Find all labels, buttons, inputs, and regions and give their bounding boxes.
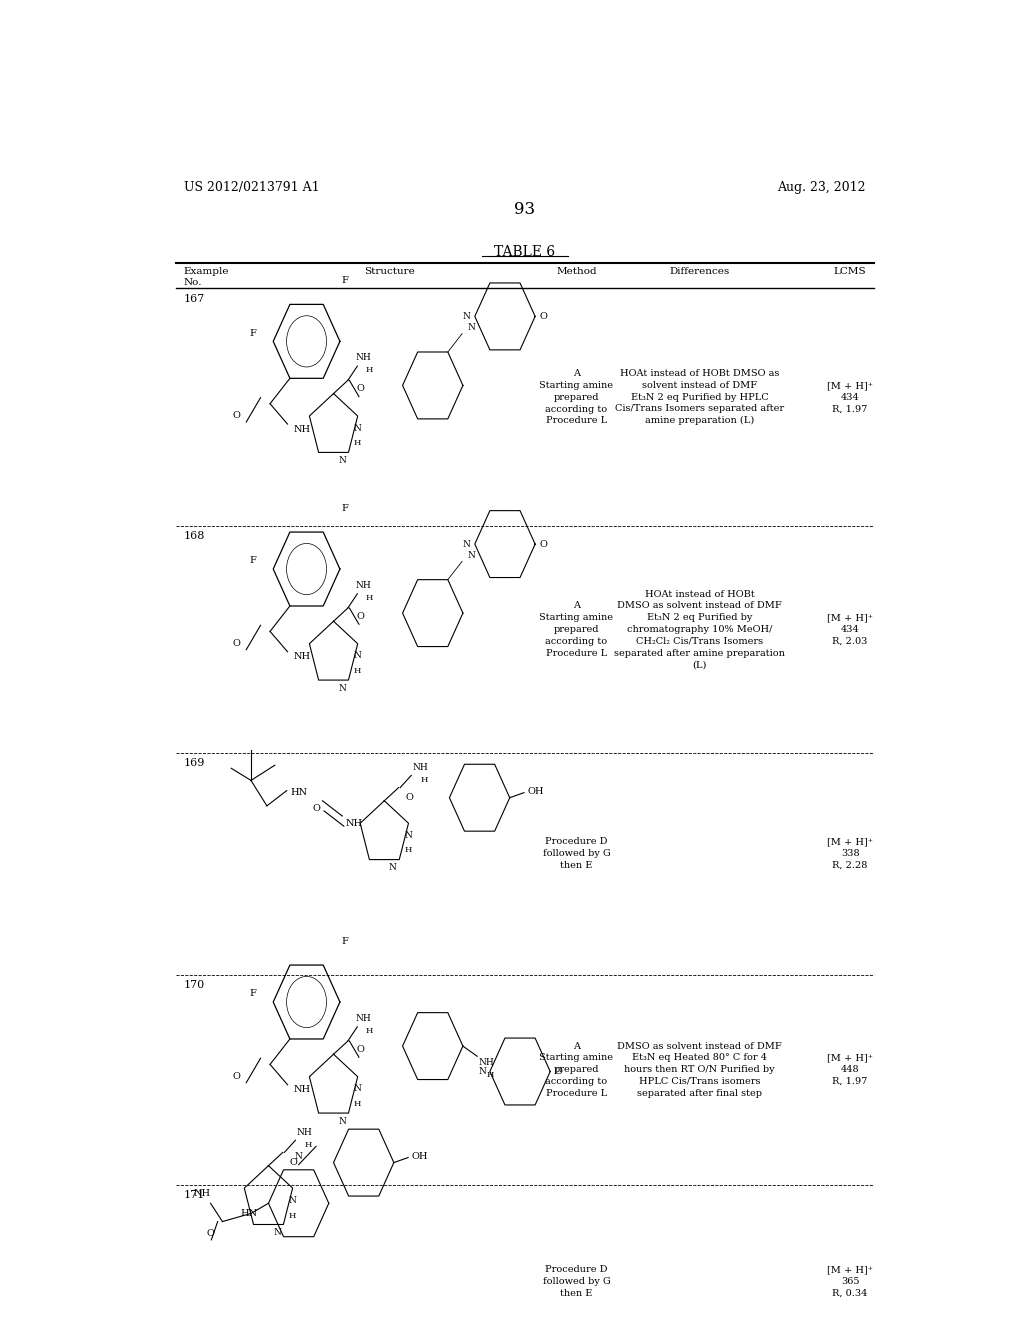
Text: N: N [353,1085,361,1093]
Text: N: N [478,1067,485,1076]
Text: N: N [338,455,346,465]
Text: H: H [366,1027,373,1035]
Text: DMSO as solvent instead of DMF
Et₃N eq Heated 80° C for 4
hours then RT O/N Puri: DMSO as solvent instead of DMF Et₃N eq H… [617,1041,781,1098]
Text: NH: NH [194,1188,210,1197]
Text: Method: Method [556,267,597,276]
Text: Aug. 23, 2012: Aug. 23, 2012 [777,181,866,194]
Text: N: N [273,1228,281,1237]
Text: F: F [249,329,256,338]
Text: N: N [463,540,471,549]
Text: NH: NH [296,1127,312,1137]
Text: O: O [356,1044,365,1053]
Text: HN: HN [240,1209,257,1218]
Text: H: H [404,846,413,854]
Text: O: O [207,1229,214,1238]
Text: 169: 169 [183,758,205,768]
Text: Procedure D
followed by G
then E: Procedure D followed by G then E [543,1266,610,1298]
Text: OH: OH [412,1152,428,1162]
Text: TABLE 6: TABLE 6 [495,244,555,259]
Text: F: F [341,936,348,945]
Text: US 2012/0213791 A1: US 2012/0213791 A1 [183,181,319,194]
Text: O: O [232,412,241,421]
Text: HN: HN [290,788,307,797]
Text: N: N [468,550,475,560]
Text: N: N [353,651,361,660]
Text: Structure: Structure [365,267,416,276]
Text: O: O [356,384,365,393]
Text: H: H [366,594,373,602]
Text: Differences: Differences [670,267,729,276]
Text: NH: NH [293,652,310,661]
Text: NH: NH [479,1057,495,1067]
Text: O: O [312,804,321,813]
Text: 93: 93 [514,201,536,218]
Text: N: N [338,684,346,693]
Text: O: O [539,312,547,321]
Text: O: O [232,639,241,648]
Text: O: O [290,1158,298,1167]
Text: N: N [389,863,397,873]
Text: O: O [539,540,547,549]
Text: H: H [289,1212,296,1220]
Text: N: N [353,424,361,433]
Text: O: O [356,611,365,620]
Text: HOAt instead of HOBt DMSO as
solvent instead of DMF
Et₃N 2 eq Purified by HPLC
C: HOAt instead of HOBt DMSO as solvent ins… [614,370,784,425]
Text: NH: NH [355,1014,372,1023]
Text: NH: NH [355,581,372,590]
Text: 167: 167 [183,293,205,304]
Text: Procedure D
followed by G
then E: Procedure D followed by G then E [543,837,610,870]
Text: N: N [295,1152,302,1162]
Text: F: F [249,557,256,565]
Text: A
Starting amine
prepared
according to
Procedure L: A Starting amine prepared according to P… [540,1041,613,1098]
Text: H: H [366,366,373,374]
Text: H: H [354,1100,361,1109]
Text: H: H [420,776,428,784]
Text: H: H [354,440,361,447]
Text: 171: 171 [183,1191,205,1200]
Text: NH: NH [413,763,428,772]
Text: F: F [249,990,256,998]
Text: O: O [406,793,414,803]
Text: H: H [304,1142,312,1150]
Text: F: F [341,503,348,512]
Text: H: H [354,667,361,675]
Text: Example
No.: Example No. [183,267,229,288]
Text: H: H [487,1071,495,1078]
Text: N: N [404,830,413,840]
Text: 168: 168 [183,532,205,541]
Text: NH: NH [293,1085,310,1094]
Text: N: N [289,1196,297,1205]
Text: [M + H]⁺
448
R, 1.97: [M + H]⁺ 448 R, 1.97 [827,1053,873,1086]
Text: HOAt instead of HOBt
DMSO as solvent instead of DMF
Et₃N 2 eq Purified by
chroma: HOAt instead of HOBt DMSO as solvent ins… [614,590,784,669]
Text: NH: NH [355,354,372,363]
Text: [M + H]⁺
338
R, 2.28: [M + H]⁺ 338 R, 2.28 [827,837,873,870]
Text: F: F [341,276,348,285]
Text: [M + H]⁺
434
R, 2.03: [M + H]⁺ 434 R, 2.03 [827,614,873,645]
Text: NH: NH [346,818,362,828]
Text: [M + H]⁺
365
R, 0.34: [M + H]⁺ 365 R, 0.34 [827,1266,873,1298]
Text: A
Starting amine
prepared
according to
Procedure L: A Starting amine prepared according to P… [540,602,613,657]
Text: LCMS: LCMS [834,267,866,276]
Text: N: N [468,323,475,333]
Text: N: N [338,1117,346,1126]
Text: O: O [554,1067,562,1076]
Text: O: O [232,1072,241,1081]
Text: OH: OH [527,787,544,796]
Text: A
Starting amine
prepared
according to
Procedure L: A Starting amine prepared according to P… [540,370,613,425]
Text: NH: NH [293,425,310,434]
Text: N: N [463,312,471,321]
Text: [M + H]⁺
434
R, 1.97: [M + H]⁺ 434 R, 1.97 [827,381,873,413]
Text: 170: 170 [183,979,205,990]
